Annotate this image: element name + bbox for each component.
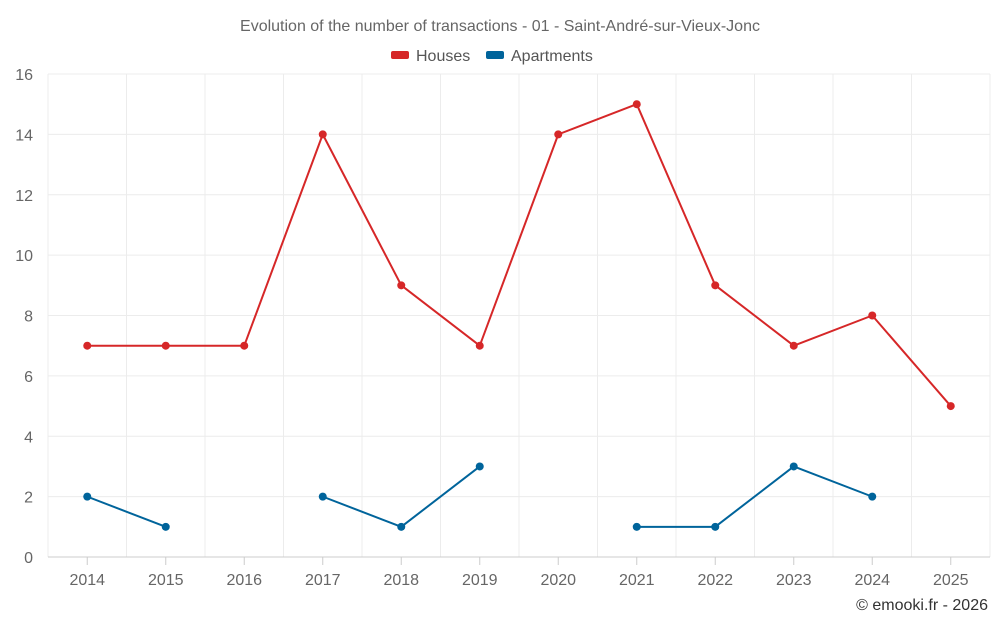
- data-point-houses[interactable]: [475, 341, 484, 350]
- y-tick-label: 6: [24, 369, 33, 386]
- axis-layer: 0 2 4 6 8 10 12 14 16 2014 2015 2016 2017 2018 2019 202…: [15, 67, 990, 589]
- data-point-houses[interactable]: [397, 281, 406, 290]
- series-line-apartments: [636, 465, 873, 528]
- legend-label-houses: Houses: [416, 48, 470, 65]
- y-tick-label: 2: [24, 490, 33, 507]
- data-point-houses[interactable]: [318, 130, 327, 139]
- data-point-houses[interactable]: [161, 341, 170, 350]
- x-tick-label: 2022: [697, 572, 733, 589]
- data-point-apartments[interactable]: [711, 522, 720, 531]
- x-tick-label: 2018: [383, 572, 419, 589]
- data-point-houses[interactable]: [946, 402, 955, 411]
- legend-swatch-houses: [391, 51, 409, 59]
- data-point-houses[interactable]: [240, 341, 249, 350]
- x-tick-label: 2019: [462, 572, 498, 589]
- data-point-houses[interactable]: [83, 341, 92, 350]
- series-houses: [83, 100, 955, 411]
- x-tick-label: 2015: [148, 572, 184, 589]
- x-tick-label: 2020: [540, 572, 576, 589]
- series-apartments: [83, 462, 877, 531]
- data-point-apartments[interactable]: [475, 462, 484, 471]
- x-tick-label: 2025: [933, 572, 969, 589]
- x-tick-label: 2017: [305, 572, 341, 589]
- data-point-apartments[interactable]: [397, 522, 406, 531]
- data-point-houses[interactable]: [632, 100, 641, 109]
- data-point-apartments[interactable]: [789, 462, 798, 471]
- legend[interactable]: Houses Apartments: [391, 48, 593, 65]
- x-tick-label: 2023: [776, 572, 812, 589]
- series-line-apartments: [86, 495, 167, 528]
- x-tick-label: 2024: [854, 572, 890, 589]
- y-tick-label: 12: [15, 188, 33, 205]
- legend-swatch-apartments: [486, 51, 504, 59]
- data-point-houses[interactable]: [711, 281, 720, 290]
- y-tick-label: 10: [15, 248, 33, 265]
- y-tick-label: 14: [15, 127, 33, 144]
- y-tick-label: 0: [24, 550, 33, 567]
- x-tick-label: 2021: [619, 572, 655, 589]
- data-point-apartments[interactable]: [632, 522, 641, 531]
- data-point-apartments[interactable]: [318, 492, 327, 501]
- legend-item-houses[interactable]: Houses: [391, 48, 470, 65]
- series-line-houses: [87, 103, 952, 407]
- data-point-houses[interactable]: [789, 341, 798, 350]
- data-point-apartments[interactable]: [868, 492, 877, 501]
- y-tick-label: 16: [15, 67, 33, 84]
- data-point-apartments[interactable]: [83, 492, 92, 501]
- chart-title: Evolution of the number of transactions …: [240, 18, 760, 35]
- series-layer: [83, 100, 955, 531]
- x-tick-label: 2014: [69, 572, 105, 589]
- y-tick-label: 4: [24, 429, 33, 446]
- data-point-houses[interactable]: [554, 130, 563, 139]
- x-tick-label: 2016: [226, 572, 262, 589]
- data-point-apartments[interactable]: [161, 522, 170, 531]
- data-point-houses[interactable]: [868, 311, 877, 320]
- legend-label-apartments: Apartments: [511, 48, 593, 65]
- y-tick-label: 8: [24, 309, 33, 326]
- legend-item-apartments[interactable]: Apartments: [486, 48, 593, 65]
- credit-text: © emooki.fr - 2026: [856, 597, 988, 614]
- grid-layer: [47, 73, 991, 557]
